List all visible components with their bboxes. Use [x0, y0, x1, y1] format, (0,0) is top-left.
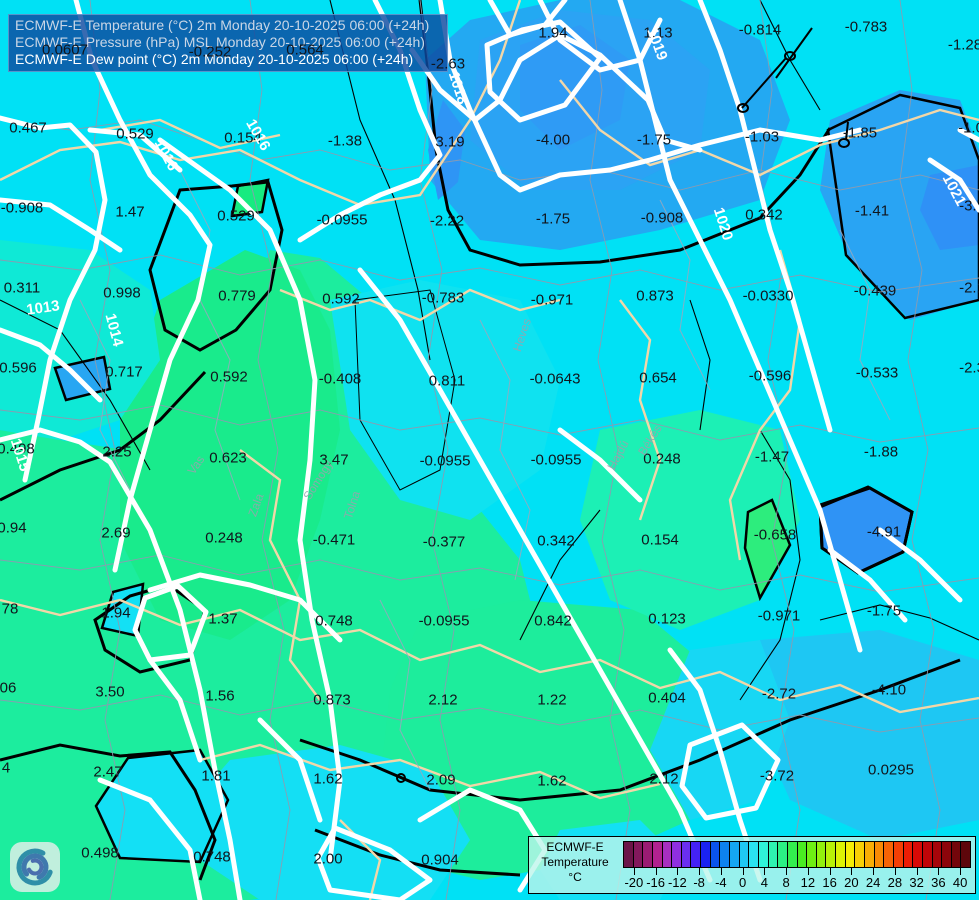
colorbar-swatch — [672, 842, 682, 867]
colorbar-tick-label: 32 — [909, 875, 924, 890]
colorbar-swatch — [749, 842, 759, 867]
colorbar-swatch — [826, 842, 837, 867]
colorbar-tick-label: 28 — [887, 875, 903, 890]
colorbar-tick-label: 16 — [822, 875, 837, 890]
title-overlay: ECMWF-E Temperature (°C) 2m Monday 20-10… — [8, 14, 448, 72]
colorbar-swatch — [778, 842, 788, 867]
legend-model: ECMWF-E — [546, 840, 604, 854]
colorbar-tick-label: 40 — [952, 875, 968, 890]
colorbar-swatch — [739, 842, 750, 867]
colorbar-tick — [916, 868, 918, 875]
colorbar-swatch — [951, 842, 962, 867]
isobar-closed — [132, 19, 781, 900]
title-line-dewpoint: ECMWF-E Dew point (°C) 2m Monday 20-10-2… — [15, 51, 414, 67]
colorbar-swatch — [942, 842, 952, 867]
colorbar-swatch — [720, 842, 731, 867]
colorbar-swatch — [787, 842, 798, 867]
colorbar-tick-label: -4 — [715, 875, 727, 890]
colorbar-tick — [938, 868, 940, 875]
temp-region-teal-left — [0, 240, 160, 440]
colorbar-swatch — [652, 842, 663, 867]
temp-region-blue-patch-nw — [428, 100, 465, 200]
title-line-pressure: ECMWF-E Pressure (hPa) MSL Monday 20-10-… — [15, 34, 425, 50]
legend-variable: Temperature — [541, 855, 609, 869]
contour-poly-e-green — [743, 498, 792, 602]
contour-poly-dark-ne — [826, 93, 979, 320]
colorbar-tick — [960, 868, 962, 875]
colorbar-swatch — [701, 842, 711, 867]
colorbar-tick — [677, 868, 679, 875]
colorbar-tick — [851, 868, 853, 875]
temperature-contours — [0, 0, 979, 701]
colorbar-swatch — [922, 842, 933, 867]
colorbar-ticks — [623, 868, 971, 876]
colorbar-swatch — [893, 842, 904, 867]
colorbar-swatch — [913, 842, 923, 867]
river-lines-thin — [79, 169, 891, 791]
contour-poly-bottom — [94, 748, 230, 864]
colorbar-swatch — [855, 842, 866, 867]
colorbar-tick — [633, 868, 635, 875]
colorbar-tick-label: -12 — [667, 875, 687, 890]
colorbar-swatch — [710, 842, 721, 867]
colorbar-tick-label: -16 — [646, 875, 666, 890]
legend-text: ECMWF-E Temperature °C — [529, 840, 621, 885]
colorbar-swatch — [865, 842, 875, 867]
colorbar-swatch — [758, 842, 769, 867]
legend-panel: ECMWF-E Temperature °C -20 -16 -12 -8 -4 0 4 8 1… — [528, 836, 976, 894]
colorbar-swatch — [816, 842, 827, 867]
spiral-logo — [10, 842, 60, 892]
colorbar-swatch — [691, 842, 702, 867]
colorbar-tick — [873, 868, 875, 875]
temp-region-blue-ne — [820, 90, 979, 320]
colorbar-swatch — [961, 842, 971, 867]
colorbar-tick-labels: -20 -16 -12 -8 -4 0 4 8 12 16 20 24 28 32 36 40 — [623, 875, 971, 891]
colorbar-swatch — [681, 842, 692, 867]
colorbar-tick — [829, 868, 831, 875]
colorbar-swatch — [845, 842, 856, 867]
colorbar-tick — [655, 868, 657, 875]
colorbar-swatch — [836, 842, 846, 867]
colorbar-swatch — [874, 842, 885, 867]
colorbar-tick — [699, 868, 701, 875]
colorbar-tick — [742, 868, 744, 875]
colorbar-swatch — [932, 842, 943, 867]
colorbar — [623, 841, 971, 868]
colorbar-tick-label: 8 — [782, 875, 790, 890]
spiral-logo-icon — [16, 848, 54, 886]
colorbar-swatch — [903, 842, 914, 867]
colorbar-tick-label: -20 — [624, 875, 644, 890]
colorbar-swatch — [807, 842, 817, 867]
colorbar-tick-label: 36 — [931, 875, 946, 890]
colorbar-swatch — [768, 842, 779, 867]
temp-region-blue-bottomright — [755, 630, 979, 840]
colorbar-swatch — [884, 842, 894, 867]
colorbar-tick-label: -8 — [693, 875, 705, 890]
colorbar-tick — [894, 868, 896, 875]
colorbar-swatch — [730, 842, 740, 867]
title-line-temperature: ECMWF-E Temperature (°C) 2m Monday 20-10… — [15, 17, 430, 33]
colorbar-tick — [720, 868, 722, 875]
colorbar-swatch — [633, 842, 644, 867]
colorbar-swatch — [662, 842, 673, 867]
legend-units: °C — [568, 870, 582, 884]
temp-region-green-2 — [380, 600, 720, 880]
colorbar-swatch — [797, 842, 808, 867]
colorbar-tick-label: 0 — [739, 875, 747, 890]
colorbar-swatch — [624, 842, 634, 867]
colorbar-tick-label: 12 — [800, 875, 816, 890]
colorbar-tick-label: 4 — [760, 875, 768, 890]
station-markers — [396, 27, 850, 783]
colorbar-tick-label: 20 — [844, 875, 859, 890]
colorbar-swatch — [643, 842, 653, 867]
colorbar-tick — [786, 868, 788, 875]
colorbar-tick-label: 24 — [865, 875, 881, 890]
colorbar-tick — [807, 868, 809, 875]
colorbar-tick — [764, 868, 766, 875]
